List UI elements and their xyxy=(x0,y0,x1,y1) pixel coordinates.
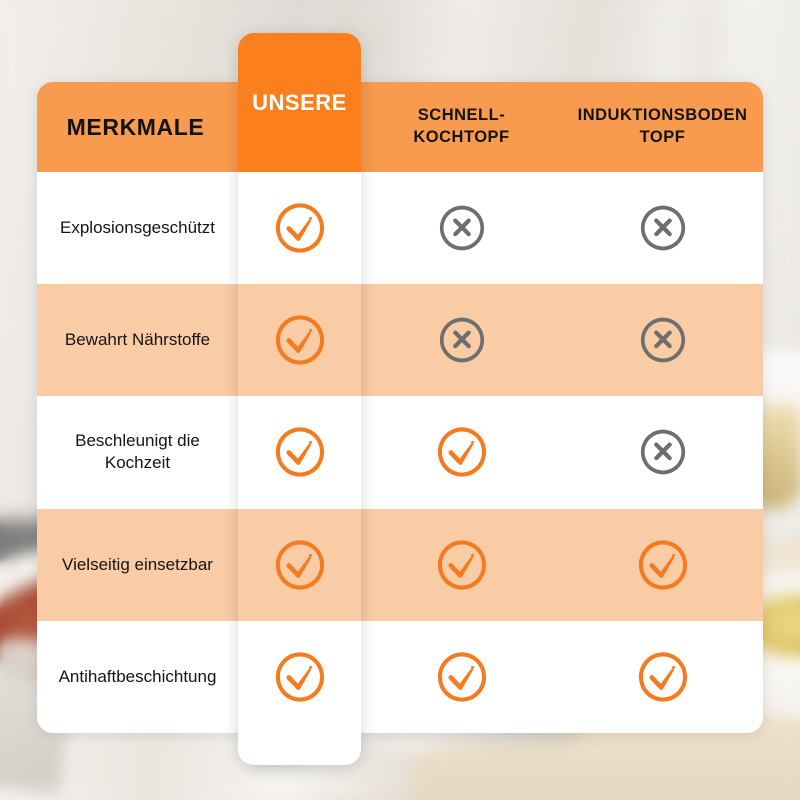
check-circle-icon xyxy=(638,540,687,590)
table-row: Beschleunigt die Kochzeit xyxy=(37,396,763,509)
check-circle-icon xyxy=(275,427,324,478)
header-label-competitor-1: SCHNELL- KOCHTOPF xyxy=(361,105,562,149)
table-row: Explosionsgeschützt xyxy=(37,172,763,285)
ours-result-cell xyxy=(238,396,361,509)
feature-cell: Antihaftbeschichtung xyxy=(37,621,238,733)
header-cell-competitor-1: SCHNELL- KOCHTOPF xyxy=(361,82,562,172)
cross-circle-icon xyxy=(640,430,685,475)
check-circle-icon xyxy=(275,540,324,590)
competitor-2-cell xyxy=(562,621,763,733)
table-body: Explosionsgeschützt Bewahrt Nährstoffe B… xyxy=(37,172,763,733)
table-row: Vielseitig einsetzbar xyxy=(37,508,763,621)
competitor-2-cell xyxy=(562,396,763,508)
feature-cell: Vielseitig einsetzbar xyxy=(37,509,238,621)
competitor-2-cell xyxy=(562,284,763,396)
cross-circle-icon xyxy=(640,205,685,251)
comparison-table: MERKMALE SCHNELL- KOCHTOPF INDUKTIONSBOD… xyxy=(37,82,763,733)
check-circle-icon xyxy=(437,652,486,702)
check-circle-icon xyxy=(275,315,324,365)
ours-result-cell xyxy=(238,620,361,733)
feature-cell: Bewahrt Nährstoffe xyxy=(37,284,238,396)
header-label-competitor-2-line2: TOPF xyxy=(639,128,686,146)
feature-cell: Explosionsgeschützt xyxy=(37,172,238,284)
check-circle-icon xyxy=(275,203,324,253)
competitor-2-cell xyxy=(562,509,763,621)
header-label-competitor-2: INDUKTIONSBODEN TOPF xyxy=(562,105,763,149)
check-circle-icon xyxy=(437,540,486,590)
check-circle-icon xyxy=(275,652,324,702)
header-label-competitor-2-line1: INDUKTIONSBODEN xyxy=(577,106,748,125)
table-row: Antihaftbeschichtung xyxy=(37,620,763,733)
ours-result-cell xyxy=(238,508,361,621)
cross-circle-icon xyxy=(439,205,484,251)
competitor-1-cell xyxy=(361,284,562,396)
cross-circle-icon xyxy=(640,317,685,363)
competitor-1-cell xyxy=(361,396,562,508)
check-circle-icon xyxy=(437,427,486,478)
feature-label: Antihaftbeschichtung xyxy=(58,666,217,686)
check-circle-icon xyxy=(638,652,687,702)
table-header-row: MERKMALE SCHNELL- KOCHTOPF INDUKTIONSBOD… xyxy=(37,82,763,172)
competitor-1-cell xyxy=(361,509,562,621)
header-label-competitor-1-line1: SCHNELL- xyxy=(417,106,506,125)
header-cell-competitor-2: INDUKTIONSBODEN TOPF xyxy=(562,82,763,172)
feature-label: Beschleunigt die Kochzeit xyxy=(75,431,200,473)
highlighted-column-footer xyxy=(238,732,361,765)
competitor-2-cell xyxy=(562,172,763,284)
feature-label: Bewahrt Nährstoffe xyxy=(64,330,211,350)
feature-label: Vielseitig einsetzbar xyxy=(62,554,213,574)
highlighted-column-header: UNSERE xyxy=(238,33,361,172)
competitor-1-cell xyxy=(361,172,562,284)
feature-label: Explosionsgeschützt xyxy=(60,218,215,238)
table-row: Bewahrt Nährstoffe xyxy=(37,284,763,397)
cross-circle-icon xyxy=(439,317,484,363)
header-label-ours: UNSERE xyxy=(252,89,347,115)
header-cell-features: MERKMALE xyxy=(37,82,238,172)
highlighted-column-ours: UNSERE xyxy=(238,33,361,765)
feature-cell: Beschleunigt die Kochzeit xyxy=(37,396,238,508)
header-label-features: MERKMALE xyxy=(66,113,205,140)
ours-result-cell xyxy=(238,284,361,397)
highlighted-column-cells xyxy=(238,172,361,733)
competitor-1-cell xyxy=(361,621,562,733)
header-label-competitor-1-line2: KOCHTOPF xyxy=(413,128,510,146)
ours-result-cell xyxy=(238,172,361,285)
